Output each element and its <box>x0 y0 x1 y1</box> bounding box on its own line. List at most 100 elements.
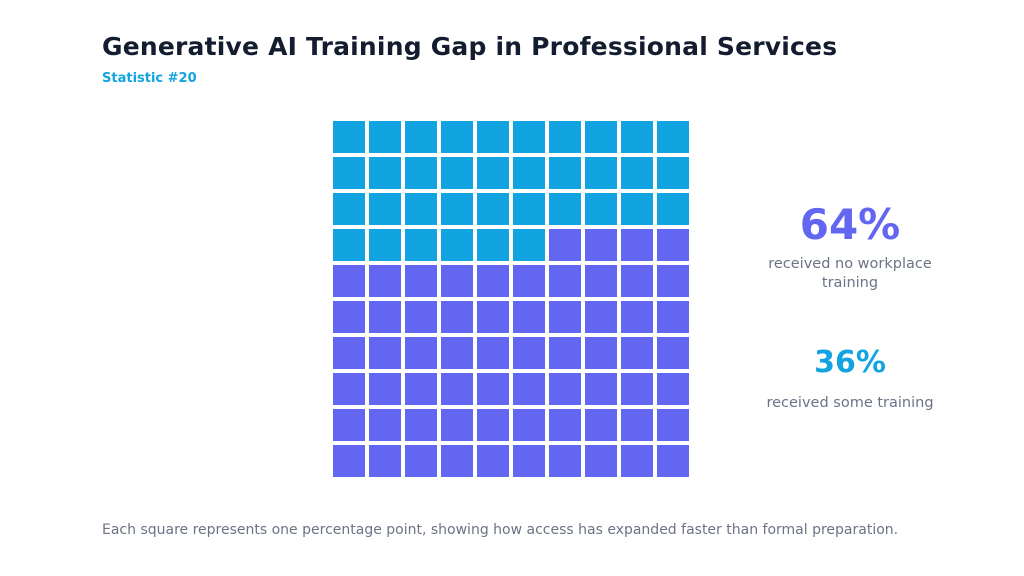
waffle-cell-no-training <box>441 409 473 441</box>
waffle-cell-no-training <box>477 373 509 405</box>
waffle-cell-no-training <box>549 409 581 441</box>
waffle-cell-some-training <box>657 157 689 189</box>
chart-title: Generative AI Training Gap in Profession… <box>102 32 838 61</box>
waffle-cell-some-training <box>585 193 617 225</box>
waffle-cell-no-training <box>333 373 365 405</box>
waffle-cell-some-training <box>477 121 509 153</box>
waffle-cell-some-training <box>405 229 437 261</box>
waffle-cell-no-training <box>621 301 653 333</box>
stat-some-training: 36% received some training <box>750 348 950 413</box>
waffle-cell-no-training <box>477 265 509 297</box>
waffle-cell-no-training <box>369 265 401 297</box>
waffle-cell-no-training <box>477 409 509 441</box>
waffle-cell-no-training <box>333 301 365 333</box>
waffle-cell-no-training <box>513 445 545 477</box>
waffle-cell-no-training <box>657 265 689 297</box>
stat-no-training-value: 64% <box>799 200 901 249</box>
waffle-cell-no-training <box>405 373 437 405</box>
waffle-cell-no-training <box>513 337 545 369</box>
waffle-cell-no-training <box>477 337 509 369</box>
waffle-cell-no-training <box>549 337 581 369</box>
waffle-cell-no-training <box>405 265 437 297</box>
waffle-cell-some-training <box>369 193 401 225</box>
waffle-cell-some-training <box>333 193 365 225</box>
waffle-cell-some-training <box>621 193 653 225</box>
waffle-cell-no-training <box>441 265 473 297</box>
waffle-cell-some-training <box>369 121 401 153</box>
waffle-cell-no-training <box>477 445 509 477</box>
waffle-cell-no-training <box>333 409 365 441</box>
waffle-cell-no-training <box>405 409 437 441</box>
waffle-cell-some-training <box>549 193 581 225</box>
waffle-cell-some-training <box>333 229 365 261</box>
waffle-cell-no-training <box>333 337 365 369</box>
waffle-cell-some-training <box>513 193 545 225</box>
waffle-cell-some-training <box>549 121 581 153</box>
waffle-cell-some-training <box>333 121 365 153</box>
waffle-cell-some-training <box>441 229 473 261</box>
waffle-cell-some-training <box>585 157 617 189</box>
waffle-grid <box>333 121 691 479</box>
chart-footnote: Each square represents one percentage po… <box>102 522 899 538</box>
waffle-cell-no-training <box>549 301 581 333</box>
waffle-cell-no-training <box>621 229 653 261</box>
waffle-cell-no-training <box>441 337 473 369</box>
stat-no-training-label: received no workplace training <box>768 256 932 291</box>
waffle-cell-no-training <box>369 409 401 441</box>
waffle-cell-some-training <box>513 157 545 189</box>
waffle-cell-no-training <box>657 301 689 333</box>
waffle-cell-no-training <box>369 445 401 477</box>
waffle-cell-no-training <box>549 445 581 477</box>
waffle-cell-some-training <box>513 229 545 261</box>
waffle-cell-some-training <box>333 157 365 189</box>
waffle-cell-some-training <box>657 121 689 153</box>
waffle-cell-no-training <box>441 301 473 333</box>
waffle-cell-some-training <box>441 157 473 189</box>
waffle-cell-some-training <box>477 157 509 189</box>
waffle-cell-no-training <box>513 373 545 405</box>
waffle-cell-some-training <box>477 193 509 225</box>
waffle-cell-no-training <box>657 445 689 477</box>
waffle-cell-some-training <box>621 157 653 189</box>
stat-some-training-value: 36% <box>814 345 886 380</box>
waffle-cell-no-training <box>549 229 581 261</box>
waffle-cell-some-training <box>657 193 689 225</box>
waffle-cell-no-training <box>585 229 617 261</box>
waffle-cell-some-training <box>369 229 401 261</box>
waffle-cell-no-training <box>621 265 653 297</box>
waffle-cell-no-training <box>477 301 509 333</box>
chart-subtitle: Statistic #20 <box>102 71 197 86</box>
waffle-cell-some-training <box>549 157 581 189</box>
waffle-cell-no-training <box>441 373 473 405</box>
waffle-cell-no-training <box>333 445 365 477</box>
waffle-cell-no-training <box>585 337 617 369</box>
waffle-cell-no-training <box>657 373 689 405</box>
waffle-cell-no-training <box>585 301 617 333</box>
waffle-cell-some-training <box>441 193 473 225</box>
waffle-cell-no-training <box>369 373 401 405</box>
waffle-cell-no-training <box>621 445 653 477</box>
waffle-cell-no-training <box>657 229 689 261</box>
waffle-cell-no-training <box>549 373 581 405</box>
waffle-cell-no-training <box>585 445 617 477</box>
waffle-cell-no-training <box>657 409 689 441</box>
stat-no-training: 64% received no workplace training <box>750 204 950 293</box>
waffle-cell-no-training <box>621 409 653 441</box>
waffle-cell-some-training <box>477 229 509 261</box>
waffle-cell-no-training <box>405 445 437 477</box>
waffle-cell-no-training <box>585 409 617 441</box>
waffle-cell-some-training <box>441 121 473 153</box>
waffle-cell-some-training <box>513 121 545 153</box>
waffle-cell-some-training <box>369 157 401 189</box>
waffle-cell-no-training <box>369 301 401 333</box>
waffle-cell-no-training <box>657 337 689 369</box>
waffle-cell-no-training <box>549 265 581 297</box>
waffle-cell-some-training <box>585 121 617 153</box>
waffle-cell-some-training <box>621 121 653 153</box>
waffle-cell-no-training <box>585 373 617 405</box>
stat-some-training-label: received some training <box>766 395 934 411</box>
waffle-cell-no-training <box>405 337 437 369</box>
waffle-cell-no-training <box>513 409 545 441</box>
waffle-cell-no-training <box>405 301 437 333</box>
